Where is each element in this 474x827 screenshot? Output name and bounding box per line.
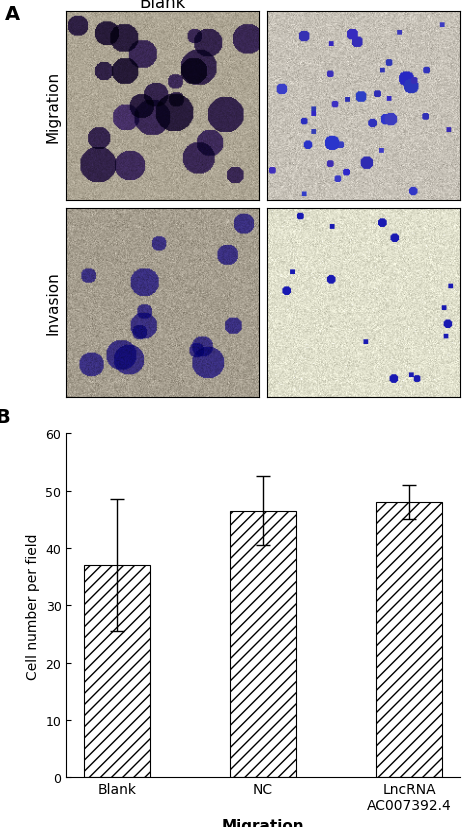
- Bar: [376, 503, 442, 777]
- Y-axis label: Cell number per field: Cell number per field: [26, 533, 40, 679]
- Bar: [84, 566, 150, 777]
- Bar: [230, 511, 296, 777]
- Y-axis label: Invasion: Invasion: [46, 271, 61, 335]
- Text: B: B: [0, 408, 10, 427]
- X-axis label: Migration: Migration: [222, 818, 304, 827]
- Text: A: A: [5, 5, 20, 24]
- Title: Blank: Blank: [140, 0, 186, 12]
- Y-axis label: Migration: Migration: [46, 71, 61, 143]
